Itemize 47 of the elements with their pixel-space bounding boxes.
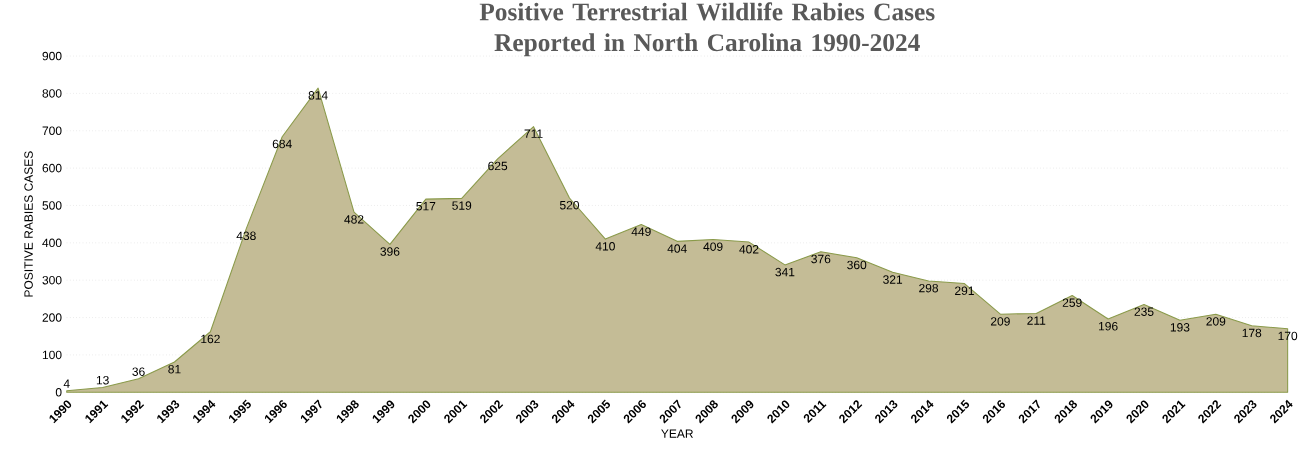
data-label: 449 — [631, 227, 651, 237]
data-label: 321 — [883, 275, 903, 284]
y-axis-title: POSITIVE RABIES CASES — [24, 151, 33, 297]
data-label: 404 — [667, 244, 687, 253]
data-label: 209 — [990, 317, 1010, 326]
data-label: 711 — [524, 129, 543, 138]
data-label: 209 — [1206, 317, 1226, 326]
data-label: 410 — [595, 242, 615, 251]
data-label: 291 — [955, 286, 974, 296]
data-label: 482 — [344, 215, 364, 224]
data-label: 402 — [739, 245, 759, 254]
data-label: 4 — [63, 379, 70, 389]
data-label: 625 — [488, 161, 508, 171]
x-axis-title: YEAR — [661, 429, 693, 438]
y-tick-label: 500 — [42, 201, 62, 210]
y-tick-label: 100 — [42, 350, 62, 360]
data-label: 36 — [132, 367, 145, 377]
data-label: 235 — [1134, 307, 1154, 317]
y-tick-label: 800 — [42, 89, 62, 98]
data-label: 376 — [811, 254, 831, 264]
data-label: 13 — [96, 376, 109, 385]
data-label: 259 — [1062, 298, 1082, 308]
data-label: 520 — [559, 201, 580, 210]
data-label: 178 — [1242, 328, 1262, 338]
data-label: 438 — [236, 231, 256, 241]
data-label: 298 — [919, 284, 939, 293]
data-label: 211 — [1027, 316, 1046, 325]
data-label: 684 — [272, 139, 292, 149]
y-tick-label: 900 — [42, 51, 62, 61]
data-label: 162 — [201, 334, 220, 344]
y-tick-label: 700 — [42, 126, 62, 136]
chart-title: Positive Terrestrial Wildlife Rabies Cases Reported in North Carolina 1990-2024 — [479, 2, 935, 57]
y-tick-label: 300 — [42, 276, 62, 285]
y-tick-label: 600 — [42, 164, 62, 173]
data-label: 517 — [416, 202, 436, 211]
data-label: 196 — [1099, 322, 1118, 331]
data-label: 409 — [703, 242, 723, 252]
y-tick-label: 0 — [55, 388, 62, 397]
data-label: 81 — [168, 365, 181, 374]
data-label: 193 — [1170, 323, 1190, 332]
y-tick-label: 400 — [42, 238, 62, 248]
data-label: 396 — [380, 247, 400, 256]
data-label: 170 — [1278, 331, 1298, 341]
data-label: 341 — [775, 267, 795, 277]
y-tick-label: 200 — [42, 313, 62, 322]
data-label: 519 — [452, 201, 472, 210]
data-label: 360 — [847, 260, 867, 270]
